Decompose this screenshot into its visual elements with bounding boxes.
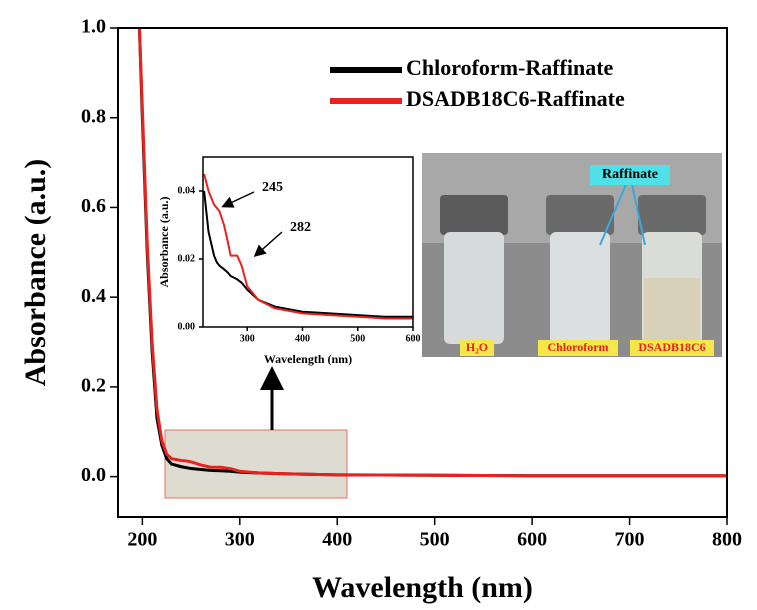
photo-label: H₂O (466, 340, 488, 354)
x-tick-label: 300 (240, 333, 255, 344)
annotation: 245 (262, 180, 283, 195)
inset-background (203, 157, 413, 327)
chart: Raffinate H₂O Chloroform DSADB18C6 200 30… (0, 0, 757, 610)
x-tick-label: 500 (350, 333, 365, 344)
photo-title: Raffinate (602, 167, 658, 182)
x-axis-label: Wavelength (nm) (312, 571, 533, 604)
annotation: 282 (290, 220, 311, 235)
y-tick-label: 0.4 (81, 285, 106, 307)
legend-label: Chloroform-Raffinate (406, 55, 614, 80)
photo-label: Chloroform (547, 340, 608, 354)
zoom-box (165, 430, 347, 498)
x-axis-label: Wavelength (nm) (264, 352, 352, 366)
x-tick-label: 200 (127, 529, 157, 551)
legend-label: DSADB18C6-Raffinate (406, 86, 625, 111)
y-axis-label: Absorbance (a.u.) (157, 196, 171, 287)
x-tick-label: 700 (615, 529, 645, 551)
y-tick-label: 0.02 (178, 253, 196, 264)
y-tick-label: 0.6 (81, 195, 106, 217)
y-tick-label: 0.2 (81, 374, 106, 396)
y-tick-label: 0.04 (178, 185, 196, 196)
x-tick-label: 400 (322, 529, 352, 551)
x-tick-label: 600 (517, 529, 547, 551)
photo-label: DSADB18C6 (638, 340, 705, 354)
y-tick-label: 1.0 (81, 16, 106, 38)
y-tick-label: 0.0 (81, 464, 106, 486)
x-tick-label: 400 (295, 333, 310, 344)
x-tick-label: 800 (712, 529, 742, 551)
y-tick-label: 0.8 (81, 105, 106, 127)
x-tick-label: 300 (225, 529, 255, 551)
y-axis-label: Absorbance (a.u.) (19, 159, 52, 387)
x-tick-label: 600 (406, 333, 421, 344)
x-tick-label: 500 (420, 529, 450, 551)
photo: Raffinate H₂O Chloroform DSADB18C6 (422, 153, 722, 357)
y-tick-label: 0.00 (178, 321, 196, 332)
